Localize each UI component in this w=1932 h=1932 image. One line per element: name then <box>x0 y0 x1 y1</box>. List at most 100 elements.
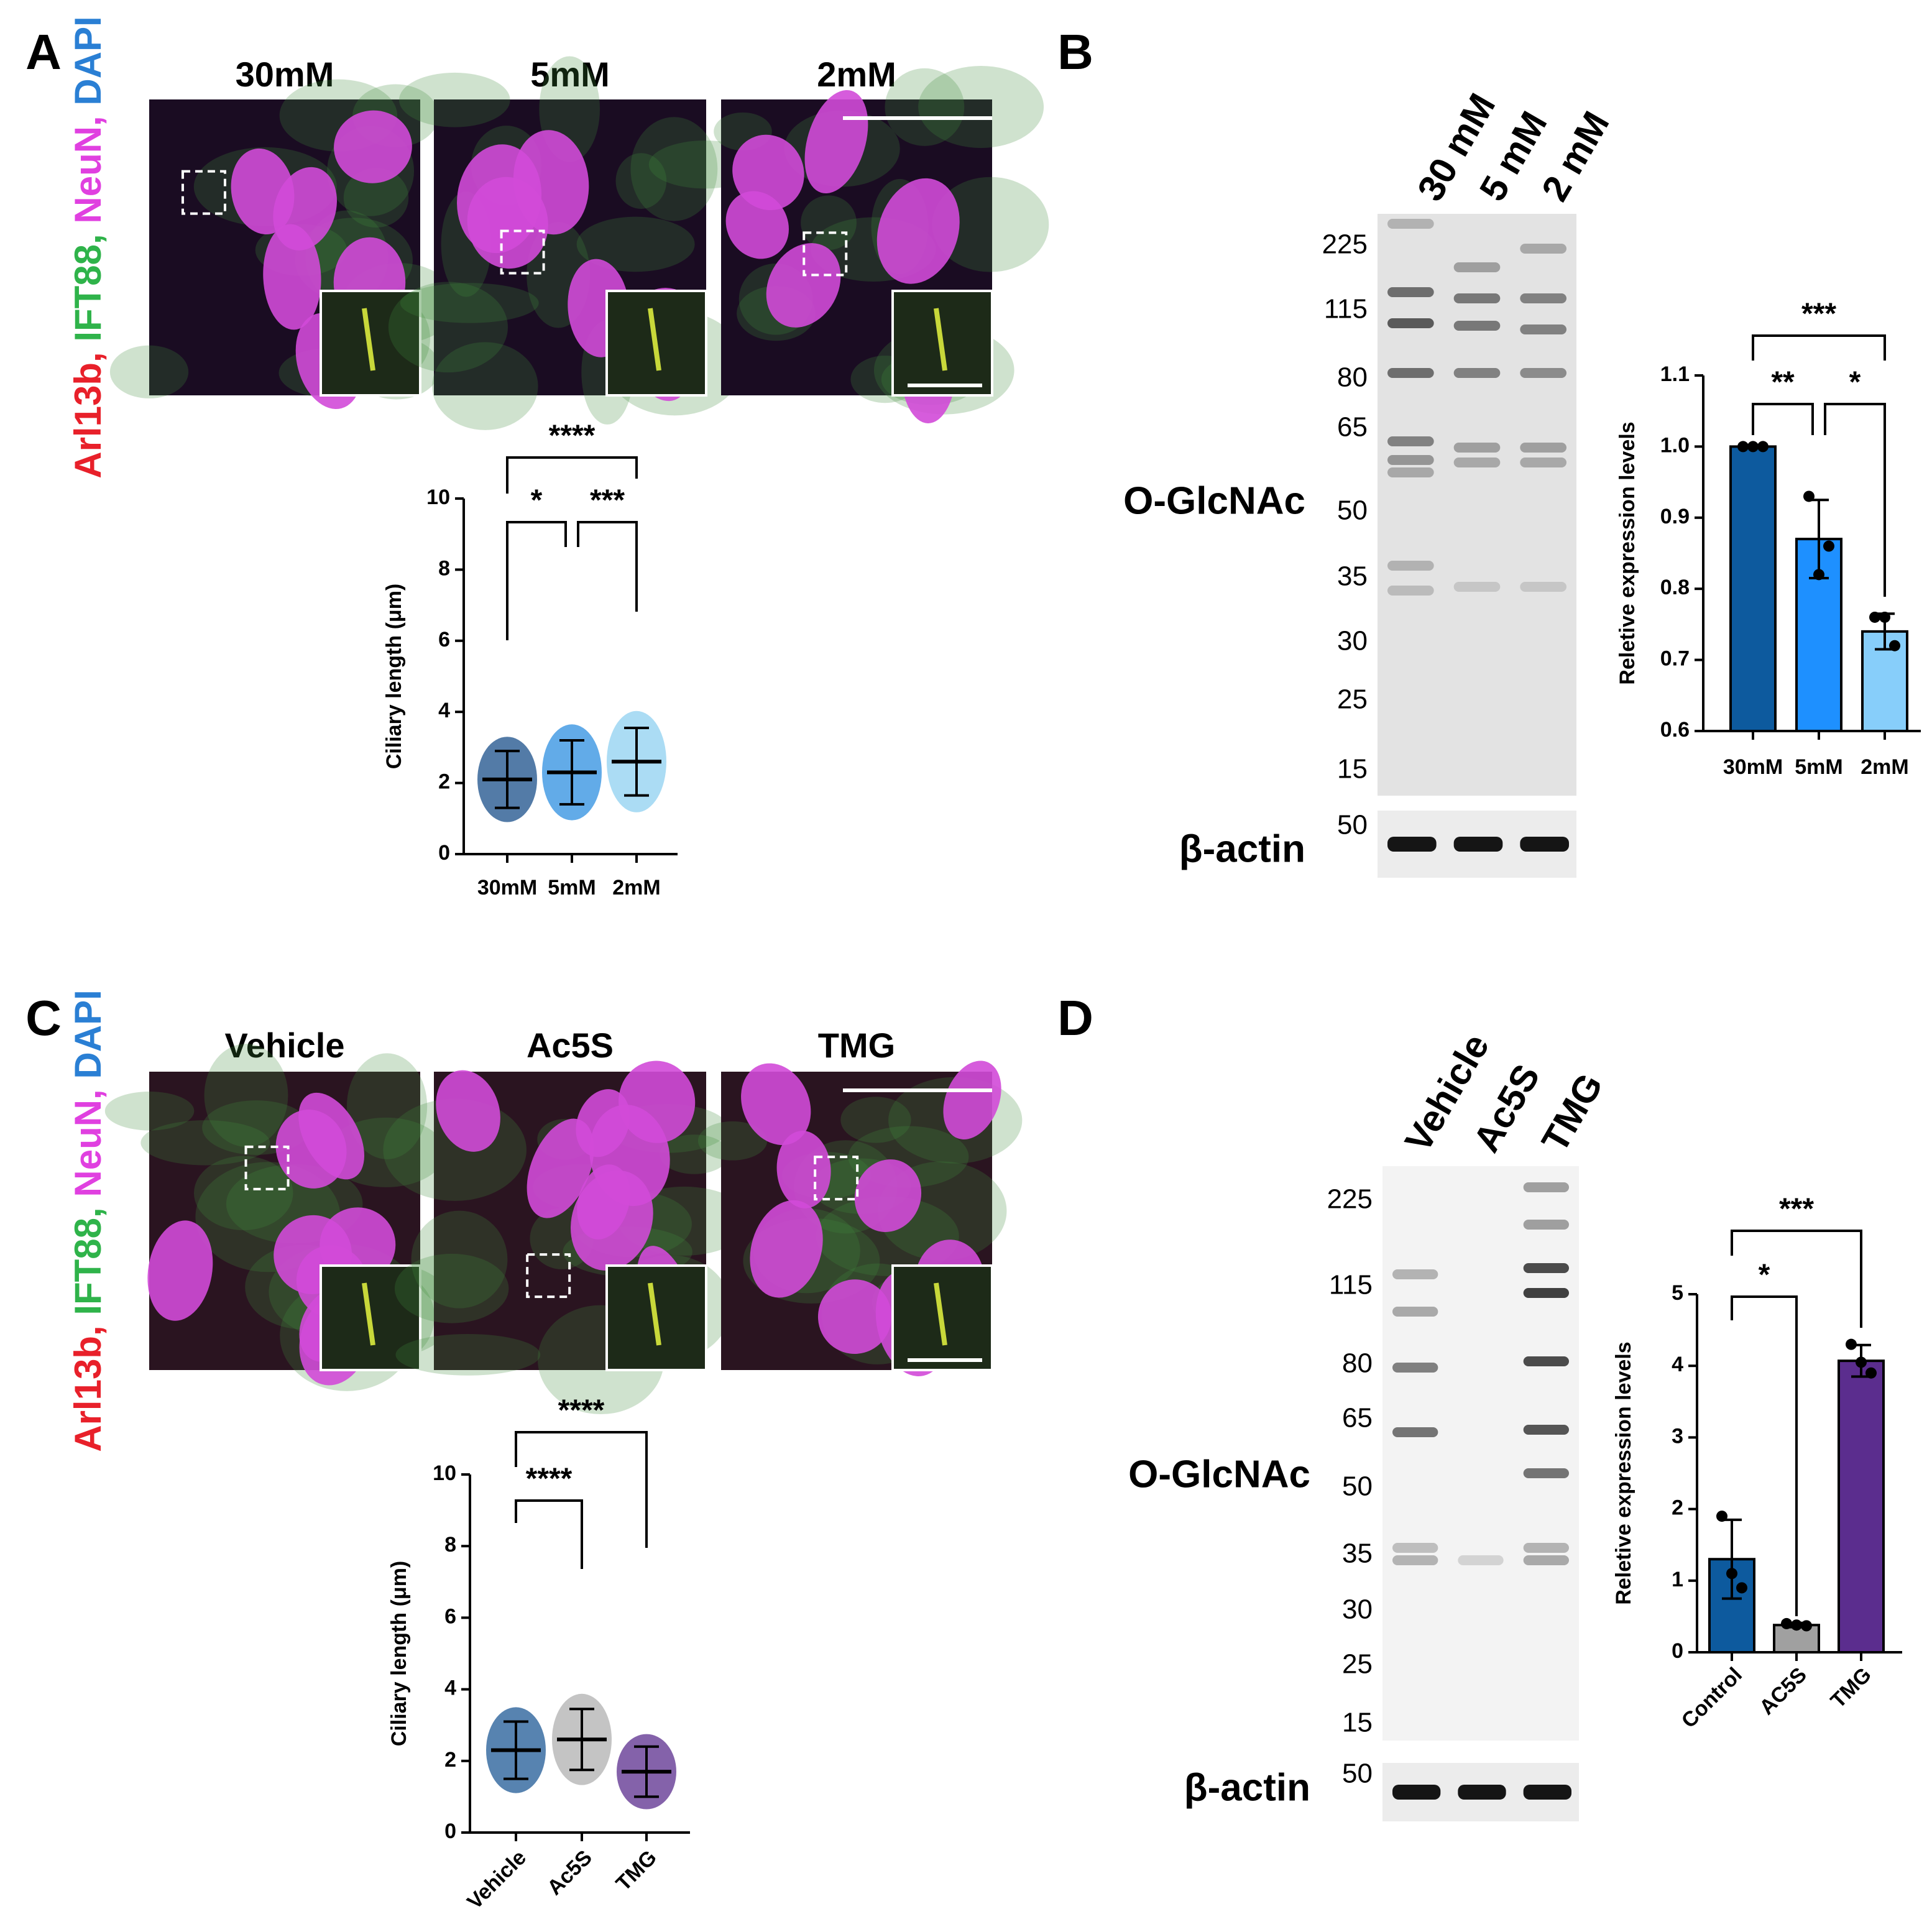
roi-box <box>526 1253 571 1299</box>
marker-label: 225 <box>1327 1184 1373 1215</box>
x-tick-label: 5mM <box>1795 755 1842 779</box>
roi-box <box>803 231 848 277</box>
marker-label: 25 <box>1337 684 1368 715</box>
cilium <box>648 308 661 371</box>
haze <box>395 1333 541 1376</box>
point <box>1879 611 1890 623</box>
stain-label-part: DAPI <box>67 16 109 105</box>
y-tick-label: 4 <box>444 1677 456 1700</box>
band <box>1520 368 1566 378</box>
point <box>1823 540 1834 552</box>
haze <box>394 1253 509 1323</box>
band <box>1453 293 1501 303</box>
nucleus <box>263 224 321 330</box>
significance-label: **** <box>558 1394 605 1427</box>
band <box>1458 1785 1506 1800</box>
y-tick-label: 2 <box>444 1748 456 1772</box>
band <box>1520 443 1566 453</box>
haze <box>104 1091 195 1131</box>
haze <box>388 282 508 373</box>
y-axis-title: Ciliary length (μm) <box>382 584 406 770</box>
band <box>1392 1543 1438 1553</box>
significance-label: * <box>1849 366 1861 399</box>
space <box>67 1079 109 1090</box>
significance-label: *** <box>590 484 625 517</box>
y-tick-label: 5 <box>1672 1281 1683 1305</box>
image-title: Vehicle <box>224 1026 344 1065</box>
marker-label: 35 <box>1342 1539 1373 1569</box>
y-tick-label: 1 <box>1672 1568 1683 1591</box>
band <box>1387 837 1437 852</box>
band <box>1387 287 1434 297</box>
point <box>1737 441 1749 453</box>
haze <box>109 345 189 398</box>
x-tick-label: 2mM <box>1861 755 1908 779</box>
stain-label-part: IFT88, <box>67 234 109 341</box>
band <box>1387 561 1434 571</box>
space <box>67 224 109 234</box>
stain-label: Arl13b, IFT88, NeuN, DAPI <box>67 990 109 1452</box>
band <box>1453 837 1503 852</box>
marker-label: 25 <box>1342 1649 1373 1680</box>
image-title: 5mM <box>530 55 610 94</box>
y-axis-title: Ciliary length (μm) <box>387 1561 411 1747</box>
significance-label: ** <box>1771 366 1795 399</box>
y-tick-label: 2 <box>1672 1496 1683 1520</box>
point <box>1757 441 1769 453</box>
band <box>1520 324 1566 334</box>
nucleus <box>804 90 868 194</box>
y-tick-label: 0.6 <box>1660 718 1690 742</box>
y-tick-label: 8 <box>444 1533 456 1557</box>
point <box>1865 1367 1877 1379</box>
band <box>1520 837 1569 852</box>
y-tick-label: 10 <box>426 485 450 509</box>
band <box>1392 1269 1438 1279</box>
nucleus <box>943 1060 1001 1140</box>
band <box>1453 582 1501 592</box>
bar <box>1729 445 1777 733</box>
band <box>1453 458 1501 467</box>
haze <box>840 1097 911 1143</box>
stain-label-part: IFT88, <box>67 1207 109 1315</box>
haze <box>343 168 409 228</box>
nucleus <box>732 134 804 211</box>
cilium <box>648 1282 661 1346</box>
band <box>1392 1427 1438 1437</box>
y-tick-label: 0.9 <box>1660 505 1690 528</box>
space <box>67 1315 109 1326</box>
band <box>1387 219 1434 229</box>
image-title: TMG <box>818 1026 895 1065</box>
haze <box>697 1121 768 1161</box>
point <box>1726 1568 1737 1580</box>
significance-label: *** <box>1779 1193 1814 1226</box>
x-tick-label: Ac5S <box>543 1846 597 1900</box>
haze <box>885 68 965 146</box>
point <box>1803 490 1815 502</box>
x-tick-label: 5mM <box>548 876 596 899</box>
marker-label: 15 <box>1337 754 1368 784</box>
marker-label: 30 <box>1342 1594 1373 1625</box>
band <box>1523 1555 1569 1565</box>
y-tick-label: 8 <box>438 556 450 580</box>
marker-label: 115 <box>1324 294 1368 324</box>
y-tick-label: 0.8 <box>1660 576 1690 599</box>
band <box>1523 1220 1569 1230</box>
marker-label: 30 <box>1337 626 1368 656</box>
x-tick-label: 30mM <box>477 876 537 899</box>
target-label: O-GlcNAc <box>1128 1453 1310 1496</box>
significance-label: * <box>531 484 543 517</box>
band <box>1392 1555 1438 1565</box>
haze <box>193 1156 293 1231</box>
point <box>1801 1620 1812 1632</box>
significance-bracket <box>506 456 638 494</box>
loading-label: β-actin <box>1184 1766 1310 1809</box>
nucleus <box>273 167 337 251</box>
band <box>1523 1425 1569 1435</box>
haze <box>432 342 538 430</box>
haze <box>204 1044 288 1147</box>
haze <box>918 65 1044 149</box>
marker-label: 65 <box>1337 412 1368 443</box>
marker-label: 80 <box>1337 362 1368 393</box>
band <box>1387 436 1434 446</box>
x-tick-label: 2mM <box>612 876 660 899</box>
